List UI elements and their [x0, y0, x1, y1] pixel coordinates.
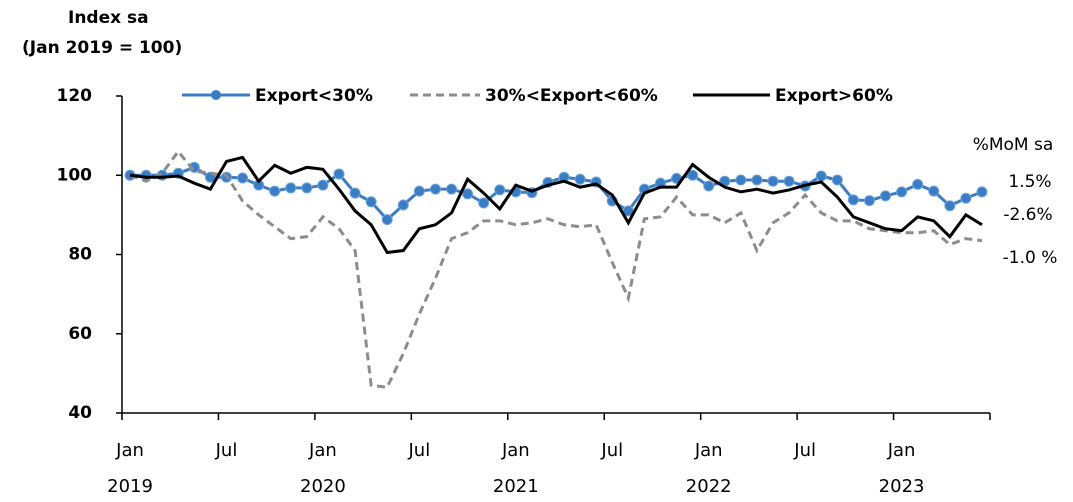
marker — [880, 190, 892, 202]
annotation: 1.5% — [1008, 172, 1051, 192]
marker — [735, 174, 747, 186]
x-tick-label: Jan 2019 — [107, 440, 153, 497]
y-tick-label: 40 — [68, 403, 92, 423]
annotation: -1.0 % — [1003, 248, 1058, 268]
marker — [863, 195, 875, 207]
marker — [237, 172, 249, 184]
marker — [960, 192, 972, 204]
marker — [285, 182, 297, 194]
x-tick-label: Jan 2021 — [492, 440, 539, 497]
legend-label: 30%<Export<60% — [485, 86, 658, 106]
marker — [896, 186, 908, 198]
series-line — [130, 165, 983, 222]
legend-marker — [211, 90, 221, 100]
annotation: -2.6% — [1003, 205, 1052, 225]
marker — [446, 183, 458, 195]
x-tick-label: Jul — [601, 440, 624, 461]
marker — [976, 186, 988, 198]
marker — [397, 199, 409, 211]
x-tick-label: Jul — [408, 440, 431, 461]
marker — [333, 168, 345, 180]
annotation: %MoM sa — [973, 135, 1054, 155]
x-tick-label-box: Jul — [408, 440, 431, 461]
marker — [301, 182, 313, 194]
series-line — [129, 155, 983, 255]
x-tick-label-box: Jul — [215, 440, 238, 461]
x-tick-label-box: Jul — [601, 440, 624, 461]
marker — [944, 200, 956, 212]
y-tick-label: 120 — [57, 86, 93, 106]
marker — [494, 184, 506, 196]
y-axis-title: Index sa — [68, 8, 149, 28]
legend-label: Export<30% — [255, 86, 373, 106]
y-tick-label: 100 — [57, 165, 93, 185]
marker — [928, 185, 940, 197]
x-tick-label: Jan 2022 — [685, 440, 732, 497]
marker — [381, 214, 393, 226]
x-tick-label-box: Jan 2019 — [107, 440, 153, 497]
x-tick-label-box: Jan 2022 — [685, 440, 732, 497]
x-tick-label: Jan 2023 — [878, 440, 925, 497]
marker — [349, 187, 361, 199]
x-tick-label-box: Jan 2021 — [492, 440, 539, 497]
x-tick-label-box: Jan 2020 — [300, 440, 346, 497]
marker — [783, 175, 795, 187]
y-tick-label: 60 — [68, 324, 92, 344]
x-tick-label-box: Jul — [794, 440, 816, 461]
marker — [429, 183, 441, 195]
marker — [815, 170, 827, 182]
x-tick-label: Jul — [215, 440, 238, 461]
marker — [751, 174, 763, 186]
marker — [847, 194, 859, 206]
marker — [831, 174, 843, 186]
marker — [767, 175, 779, 187]
marker — [912, 178, 924, 190]
marker — [413, 185, 425, 197]
marker — [462, 188, 474, 200]
x-tick-label-box: Jan 2023 — [878, 440, 925, 497]
marker — [365, 196, 377, 208]
x-tick-label: Jul — [794, 440, 816, 461]
marker — [478, 197, 490, 209]
marker — [687, 169, 699, 181]
y-axis-title: (Jan 2019 = 100) — [22, 38, 182, 58]
x-tick-label: Jan 2020 — [300, 440, 346, 497]
marker — [703, 180, 715, 192]
marker — [574, 173, 586, 185]
marker — [317, 179, 329, 191]
marker — [269, 185, 281, 197]
y-tick-label: 80 — [68, 245, 92, 265]
series-line — [129, 149, 983, 389]
legend-label: Export>60% — [775, 86, 893, 106]
